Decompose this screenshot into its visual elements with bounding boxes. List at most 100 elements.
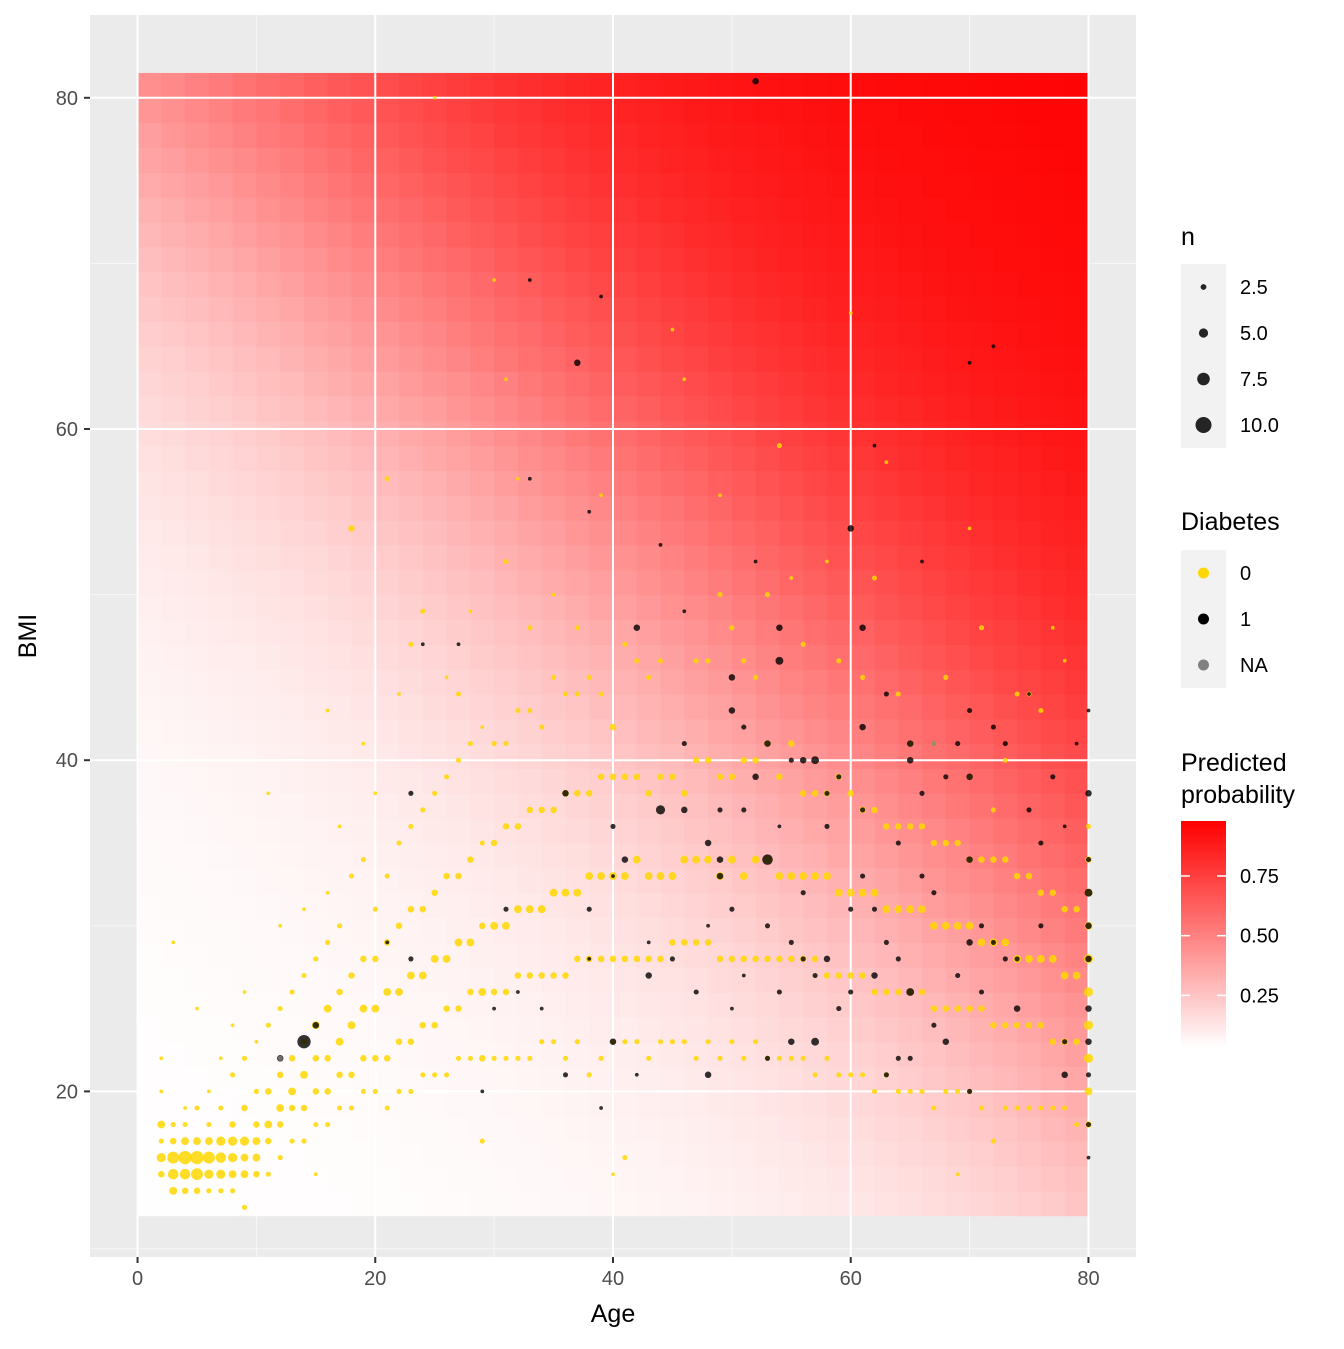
raster-cell — [1040, 197, 1066, 223]
data-point — [597, 955, 605, 963]
raster-cell — [779, 222, 804, 248]
data-point — [669, 939, 676, 946]
raster-cell — [565, 1165, 590, 1192]
data-point — [599, 1106, 603, 1110]
raster-cell — [303, 544, 329, 571]
raster-cell — [660, 371, 685, 397]
raster-cell — [517, 520, 543, 546]
data-point — [634, 1039, 640, 1045]
raster-cell — [327, 843, 353, 869]
raster-cell — [922, 1141, 947, 1167]
raster-cell — [422, 644, 448, 670]
raster-cell — [541, 395, 567, 422]
data-point — [621, 856, 629, 863]
raster-cell — [803, 942, 828, 968]
raster-cell — [327, 544, 353, 571]
raster-cell — [185, 1066, 210, 1092]
raster-cell — [280, 768, 305, 794]
raster-cell — [470, 544, 495, 571]
raster-cell — [803, 793, 828, 819]
data-point — [990, 939, 996, 945]
raster-cell — [850, 1066, 876, 1092]
raster-cell — [280, 992, 305, 1018]
data-point — [942, 839, 950, 847]
raster-cell — [351, 1165, 376, 1192]
raster-cell — [589, 1041, 614, 1068]
data-point — [824, 823, 830, 829]
raster-cell — [517, 296, 543, 322]
raster-cell — [399, 942, 424, 968]
raster-cell — [565, 1016, 590, 1043]
data-point — [621, 955, 629, 963]
data-point — [1050, 1105, 1056, 1111]
raster-cell — [565, 768, 590, 794]
raster-cell — [185, 594, 210, 621]
data-point — [503, 906, 509, 912]
data-point — [167, 1168, 179, 1180]
data-point — [728, 707, 736, 714]
data-point — [978, 989, 985, 995]
raster-cell — [327, 346, 353, 372]
data-point — [990, 724, 996, 730]
raster-cell — [993, 395, 1018, 422]
raster-cell — [826, 942, 852, 968]
data-point — [468, 609, 473, 614]
raster-cell — [945, 644, 971, 670]
raster-cell — [494, 420, 519, 447]
raster-cell — [208, 470, 234, 496]
raster-cell — [137, 1165, 162, 1192]
raster-cell — [541, 470, 567, 496]
raster-cell — [208, 222, 234, 248]
raster-cell — [589, 818, 614, 844]
raster-cell — [874, 1141, 899, 1167]
raster-cell — [613, 992, 638, 1018]
raster-cell — [969, 172, 994, 198]
data-point — [764, 923, 771, 929]
raster-cell — [826, 246, 852, 273]
raster-cell — [541, 1041, 567, 1068]
raster-cell — [779, 892, 804, 919]
raster-cell — [208, 1091, 234, 1117]
raster-cell — [660, 1016, 685, 1043]
data-point — [181, 1137, 190, 1146]
data-point — [657, 658, 664, 664]
raster-cell — [803, 246, 828, 273]
raster-cell — [399, 967, 424, 993]
raster-cell — [589, 1190, 614, 1217]
raster-cell — [351, 793, 376, 819]
raster-cell — [1064, 917, 1090, 943]
data-point — [335, 1037, 344, 1046]
data-point — [158, 1138, 164, 1144]
raster-cell — [684, 644, 709, 670]
raster-cell — [494, 544, 519, 571]
data-point — [622, 1155, 628, 1161]
raster-cell — [755, 768, 781, 794]
data-point — [704, 839, 712, 847]
data-point — [883, 939, 889, 945]
raster-cell — [779, 1165, 804, 1192]
data-point — [253, 1121, 260, 1128]
raster-cell — [731, 271, 757, 298]
data-point — [611, 874, 615, 878]
data-point — [325, 1121, 331, 1128]
raster-cell — [185, 867, 210, 894]
data-point — [741, 1055, 747, 1061]
raster-cell — [327, 1190, 353, 1217]
data-point — [360, 1055, 367, 1062]
legend-n-label: 5.0 — [1240, 323, 1268, 345]
raster-cell — [232, 644, 258, 670]
data-point — [562, 1055, 569, 1061]
raster-cell — [803, 296, 828, 322]
data-point — [418, 971, 427, 980]
raster-cell — [494, 495, 519, 521]
raster-cell — [993, 569, 1018, 596]
raster-cell — [922, 644, 947, 670]
raster-cell — [708, 1016, 733, 1043]
raster-cell — [494, 1190, 519, 1217]
raster-cell — [708, 1066, 733, 1092]
raster-cell — [399, 594, 424, 621]
raster-cell — [351, 942, 376, 968]
raster-cell — [993, 718, 1018, 745]
raster-cell — [161, 346, 186, 372]
raster-cell — [826, 843, 852, 869]
